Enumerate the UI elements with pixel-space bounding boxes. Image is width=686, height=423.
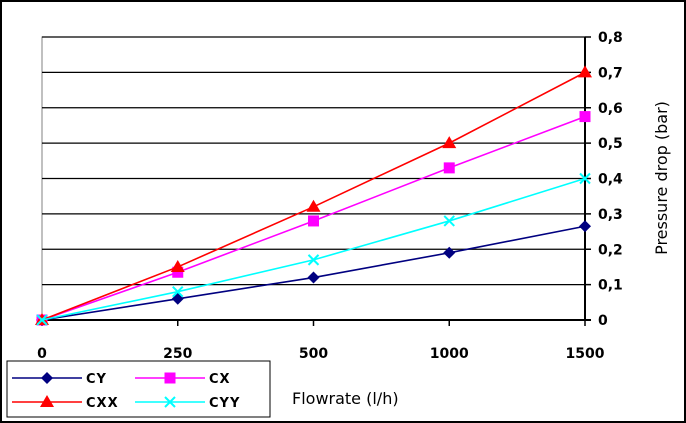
diamond-marker bbox=[579, 220, 591, 233]
diamond-marker bbox=[307, 271, 320, 284]
y-tick-label: 0,2 bbox=[598, 242, 623, 258]
x-marker bbox=[579, 172, 591, 185]
triangle-marker bbox=[170, 259, 185, 272]
x-tick-label: 1500 bbox=[566, 346, 605, 362]
x-marker-stroke bbox=[164, 396, 176, 408]
series-group bbox=[35, 65, 592, 326]
square-marker bbox=[579, 111, 591, 123]
legend-item-cx: CX bbox=[135, 372, 231, 387]
legend-label: CX bbox=[209, 372, 231, 387]
legend-box bbox=[6, 360, 271, 418]
diamond-marker bbox=[41, 372, 53, 384]
triangle-marker bbox=[578, 65, 592, 78]
x-marker bbox=[443, 215, 455, 227]
square-marker bbox=[172, 266, 184, 278]
x-marker bbox=[164, 396, 176, 408]
x-axis-title: Flowrate (l/h) bbox=[292, 389, 399, 408]
gridlines bbox=[42, 36, 585, 286]
legend-item-cy: CY bbox=[12, 372, 107, 387]
x-tick-label: 500 bbox=[299, 346, 328, 362]
legend-label: CYY bbox=[209, 396, 240, 411]
legend-label: CXX bbox=[86, 396, 119, 411]
x-tick-labels: 0 250 500 1000 1500 bbox=[37, 346, 605, 362]
x-marker bbox=[172, 285, 184, 298]
x-marker-stroke bbox=[36, 314, 48, 326]
x-tick-label: 0 bbox=[37, 346, 47, 362]
legend-label: CY bbox=[86, 372, 107, 387]
x-marker-stroke bbox=[307, 254, 320, 266]
x-marker-stroke bbox=[172, 285, 184, 298]
legend-item-cyy: CYY bbox=[135, 396, 240, 411]
square-marker bbox=[308, 215, 319, 227]
triangle-marker bbox=[442, 136, 457, 149]
y-axis-title: Pressure drop (bar) bbox=[652, 101, 671, 255]
x-marker-stroke bbox=[579, 172, 591, 185]
y-tick-label: 0,3 bbox=[598, 207, 623, 223]
y-tick-labels: 0 0,1 0,2 0,3 0,4 0,5 0,6 0,7 0,8 bbox=[598, 30, 623, 329]
y-tick-label: 0,4 bbox=[598, 172, 623, 188]
x-marker bbox=[307, 254, 320, 266]
y-tick-label: 0 bbox=[598, 313, 608, 329]
x-tick-label: 1000 bbox=[430, 346, 469, 362]
x-tick-label: 250 bbox=[163, 346, 192, 362]
x-marker-stroke bbox=[443, 215, 455, 227]
legend: CY CX CXX CYY bbox=[6, 360, 271, 418]
triangle-marker bbox=[40, 395, 54, 407]
triangle-marker bbox=[306, 199, 321, 212]
y-tick-label: 0,8 bbox=[598, 30, 623, 46]
y-tick-label: 0,5 bbox=[598, 136, 623, 152]
y-tick-label: 0,1 bbox=[598, 278, 623, 294]
y-tick-label: 0,6 bbox=[598, 101, 623, 117]
square-marker bbox=[443, 162, 455, 174]
diamond-marker bbox=[443, 246, 456, 259]
legend-item-cxx: CXX bbox=[12, 395, 119, 411]
y-tick-label: 0,7 bbox=[598, 65, 623, 81]
x-marker bbox=[36, 314, 48, 326]
square-marker bbox=[164, 372, 176, 384]
